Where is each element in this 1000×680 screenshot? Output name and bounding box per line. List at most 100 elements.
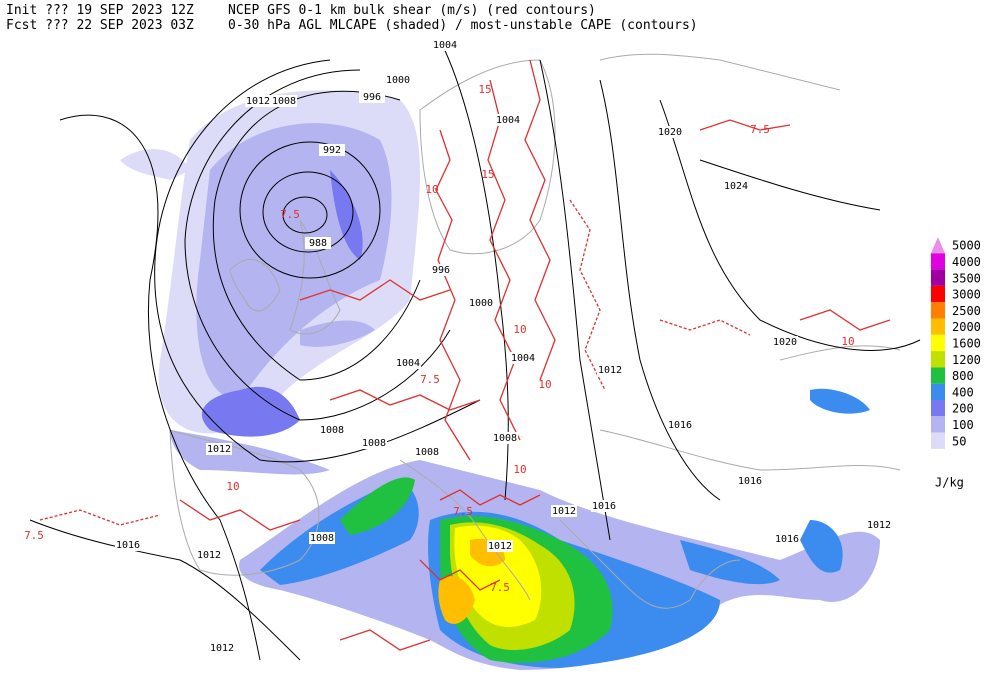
- isobar-label: 1008: [415, 447, 439, 458]
- cape-shading: [800, 520, 843, 573]
- isobar-label: 1024: [724, 181, 748, 192]
- isobar: [239, 141, 381, 279]
- shear-contour: [329, 389, 481, 411]
- shear-contour: [419, 559, 501, 591]
- legend-swatch: [931, 318, 945, 335]
- isobar-label: 996: [363, 92, 381, 103]
- isobar-label: 1004: [496, 115, 520, 126]
- legend-swatch: [931, 269, 945, 286]
- isobar-label-bg: [432, 39, 458, 51]
- isobars: [29, 39, 921, 661]
- isobar-label-bg: [319, 424, 345, 436]
- coastline: [419, 59, 556, 255]
- isobar: [184, 69, 451, 421]
- shear-contours: [39, 59, 891, 651]
- isobar-label: 1012: [207, 444, 231, 455]
- cape-shading: [120, 90, 880, 670]
- legend-swatch: [931, 253, 945, 270]
- coastline: [169, 429, 320, 576]
- isobar-label: 1020: [773, 337, 797, 348]
- shear-label: 7.5: [750, 123, 770, 136]
- legend-swatch: [931, 351, 945, 368]
- isobar-label-bg: [468, 297, 494, 309]
- isobar-label-bg: [196, 549, 222, 561]
- isobar-label: 1012: [246, 96, 270, 107]
- isobar-label-bg: [359, 91, 385, 103]
- isobar-label: 1012: [488, 541, 512, 552]
- legend-swatch: [931, 302, 945, 319]
- isobar-label-bg: [866, 519, 892, 531]
- legend-label: 100: [952, 418, 974, 432]
- product-line-2: 0-30 hPa AGL MLCAPE (shaded) / most-unst…: [228, 18, 698, 33]
- isobar-label: 1004: [433, 40, 457, 51]
- isobar-label-bg: [245, 95, 271, 107]
- isobar-label-bg: [737, 475, 763, 487]
- isobar-label-bg: [597, 364, 623, 376]
- isobar-label-bg: [395, 357, 421, 369]
- isobar-label: 1012: [598, 365, 622, 376]
- isobar-label-bg: [774, 533, 800, 545]
- isobar-label-bg: [209, 642, 235, 654]
- isobar-label-bg: [551, 505, 577, 517]
- legend: 5000 4000 3500 3000 2500 2000 1600 1200 800 400 20…: [931, 237, 981, 490]
- isobar: [699, 159, 881, 211]
- cape-shading: [340, 477, 415, 535]
- legend-swatch: [931, 400, 945, 417]
- isobar-label: 1008: [272, 96, 296, 107]
- isobar-label: 1008: [362, 438, 386, 449]
- isobar-label: 1008: [320, 425, 344, 436]
- coastline: [599, 429, 901, 471]
- isobar-label-bg: [206, 443, 232, 455]
- shear-label: 7.5: [453, 505, 473, 518]
- shear-contour: [299, 279, 451, 301]
- shear-label: 7.5: [24, 529, 44, 542]
- isobar-label: 1012: [210, 643, 234, 654]
- shear-contour: [439, 489, 541, 506]
- isobar-label-bg: [361, 437, 387, 449]
- isobar-label: 1016: [738, 476, 762, 487]
- shear-contour: [487, 79, 521, 441]
- isobar-label: 1012: [197, 550, 221, 561]
- shear-label: 10: [513, 463, 526, 476]
- cape-shading: [300, 320, 375, 347]
- header: Init ??? 19 SEP 2023 12Z Fcst ??? 22 SEP…: [6, 3, 698, 33]
- isobar: [599, 79, 721, 501]
- coastline: [599, 53, 841, 91]
- shear-labels: 7.5 10 15 10 7.5 10 7.5 10 7.5 7.5 10 15 7.5 10: [24, 83, 855, 594]
- shear-label: 10: [513, 323, 526, 336]
- isobar-label: 1008: [493, 433, 517, 444]
- shear-label: 7.5: [420, 373, 440, 386]
- coastline: [559, 519, 741, 609]
- cape-shading: [810, 388, 870, 414]
- legend-label: 200: [952, 402, 974, 416]
- shear-contour: [39, 509, 161, 526]
- isobar-label: 1016: [116, 540, 140, 551]
- isobar-label: 1000: [469, 298, 493, 309]
- legend-label: 3500: [952, 271, 981, 285]
- isobar-label: 1020: [658, 127, 682, 138]
- isobar-label-bg: [271, 95, 297, 107]
- isobar-label-bg: [309, 532, 335, 544]
- shear-contour: [799, 309, 891, 331]
- isobar: [154, 59, 481, 463]
- legend-swatch: [931, 334, 945, 352]
- isobar-label-bg: [319, 144, 345, 156]
- isobar-label: 1016: [668, 420, 692, 431]
- legend-label: 400: [952, 385, 974, 399]
- shear-label: 10: [841, 335, 854, 348]
- cape-shading: [680, 540, 780, 585]
- isobar-label: 1004: [511, 353, 535, 364]
- legend-swatch: [931, 237, 945, 254]
- shear-contour: [569, 199, 606, 391]
- legend-label: 4000: [952, 255, 981, 269]
- isobar-label-bg: [495, 114, 521, 126]
- isobar-label-bg: [305, 237, 331, 249]
- isobar-label: 1004: [396, 358, 420, 369]
- isobar: [29, 519, 301, 661]
- isobar-label-bg: [385, 74, 411, 86]
- legend-unit: J/kg: [935, 476, 964, 490]
- shear-label: 15: [478, 83, 491, 96]
- isobar-label: 1016: [592, 501, 616, 512]
- legend-swatch: [931, 432, 945, 449]
- legend-swatch: [931, 416, 945, 433]
